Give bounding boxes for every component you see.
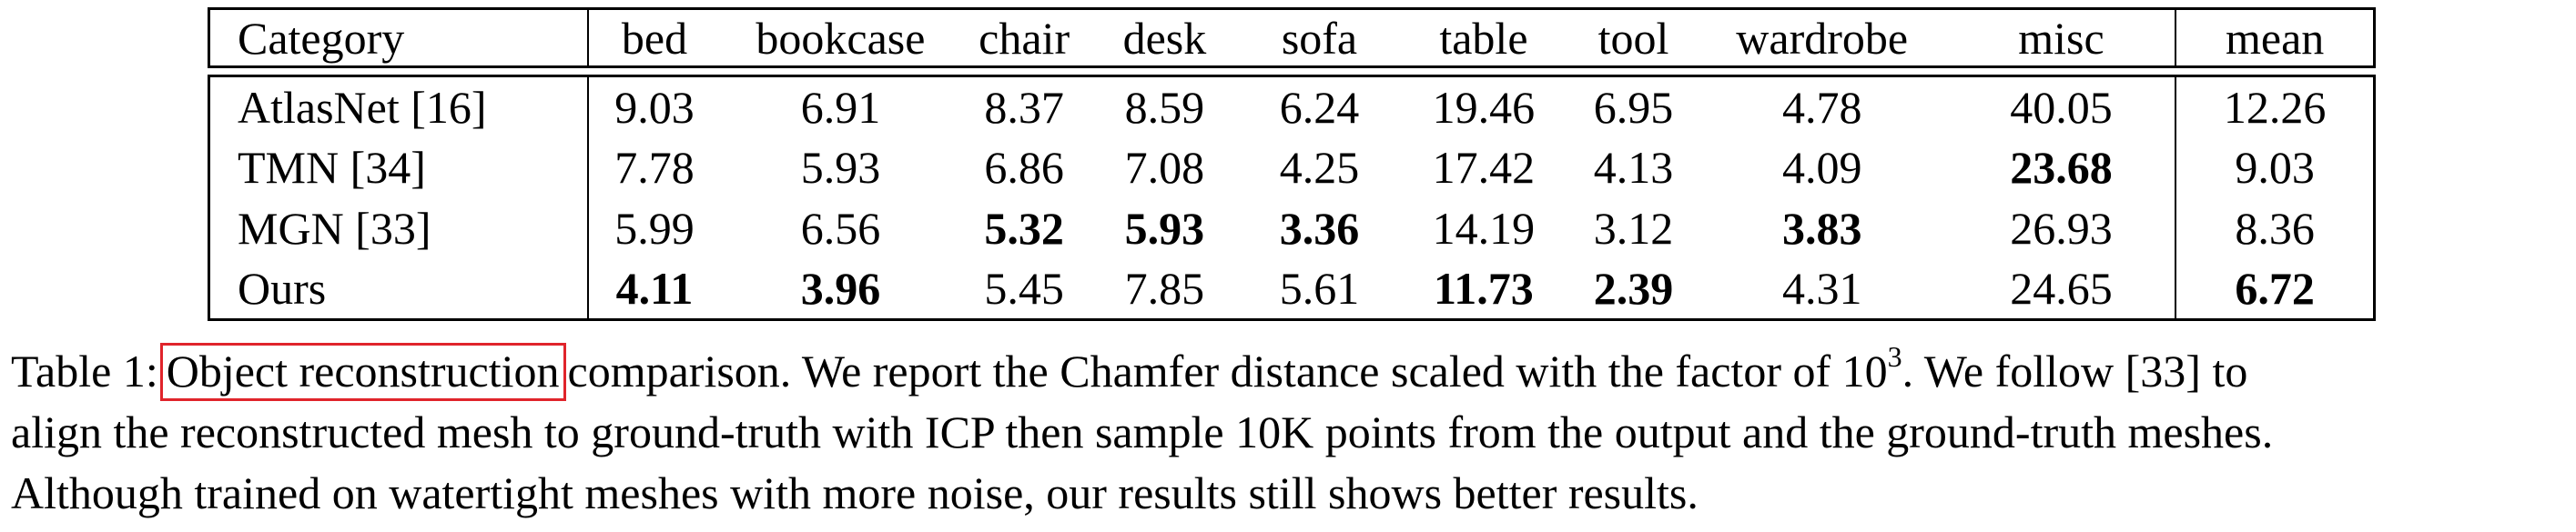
value-cell-desk: 7.08 bbox=[1124, 142, 1205, 193]
method-name-cell: AtlasNet [16] bbox=[208, 75, 589, 137]
header-cell-wardrobe: wardrobe bbox=[1736, 12, 1909, 64]
caption-label: Table 1: bbox=[11, 346, 158, 396]
table-row: MGN [33] 5.99 6.56 5.32 5.93 3.36 14.19 3.12 3.8… bbox=[208, 197, 2375, 259]
value-cell-mean: 9.03 bbox=[2175, 136, 2375, 198]
value-cell-misc: 24.65 bbox=[1947, 258, 2176, 321]
table-rule bbox=[208, 65, 2375, 76]
value-cell-table: 14.19 bbox=[1432, 203, 1536, 254]
method-name-cell: TMN [34] bbox=[208, 136, 589, 198]
caption-line-2: align the reconstructed mesh to ground-t… bbox=[11, 407, 2274, 457]
caption-factor-exponent: 3 bbox=[1887, 340, 1902, 374]
header-cell-bed: bed bbox=[621, 12, 688, 64]
header-cell-table: table bbox=[1439, 12, 1528, 64]
header-cell-desk: desk bbox=[1122, 12, 1207, 64]
value-cell-desk: 8.59 bbox=[1087, 75, 1242, 137]
header-cell-category: Category bbox=[208, 8, 589, 67]
value-cell-bed: 7.78 bbox=[614, 142, 695, 193]
table-row: Ours 4.11 3.96 5.45 7.85 5.61 11.73 2.39 4.31 24.… bbox=[208, 258, 2375, 321]
value-cell-sofa: 3.36 bbox=[1279, 203, 1360, 254]
header-cell-tool: tool bbox=[1597, 12, 1669, 64]
caption-text-1: comparison. We report the Chamfer distan… bbox=[567, 346, 1831, 396]
value-cell-misc: 40.05 bbox=[1947, 75, 2176, 137]
value-cell-table: 19.46 bbox=[1396, 75, 1571, 137]
value-cell-bookcase: 3.96 bbox=[719, 258, 961, 321]
value-cell-wardrobe: 4.78 bbox=[1696, 75, 1948, 137]
table-caption: Table 1: Object reconstruction comparison.… bbox=[11, 341, 2569, 524]
value-cell-sofa: 4.25 bbox=[1279, 142, 1360, 193]
table-row: AtlasNet [16] 9.03 6.91 8.37 8.59 6.24 19.46 6.… bbox=[208, 75, 2375, 137]
value-cell-chair: 5.45 bbox=[960, 258, 1088, 321]
value-cell-tool: 3.12 bbox=[1593, 203, 1674, 254]
method-name-cell: Ours bbox=[208, 258, 589, 321]
value-cell-table: 17.42 bbox=[1432, 142, 1536, 193]
header-cell-chair: chair bbox=[979, 12, 1070, 64]
table-header-row: Category bed bookcase chair desk sofa ta… bbox=[208, 8, 2375, 67]
value-cell-misc: 26.93 bbox=[2010, 203, 2113, 254]
value-cell-sofa: 6.24 bbox=[1242, 75, 1397, 137]
caption-text-1-tail: . We follow [33] to bbox=[1902, 346, 2248, 396]
header-cell-bookcase: bookcase bbox=[756, 12, 926, 64]
value-cell-tool: 4.13 bbox=[1593, 142, 1674, 193]
value-cell-bed: 4.11 bbox=[587, 258, 720, 321]
results-table-container: Category bed bookcase chair desk sofa ta… bbox=[208, 7, 2376, 321]
value-cell-wardrobe: 4.31 bbox=[1696, 258, 1948, 321]
value-cell-mean: 8.36 bbox=[2175, 197, 2375, 259]
value-cell-wardrobe: 4.09 bbox=[1781, 142, 1862, 193]
value-cell-tool: 6.95 bbox=[1570, 75, 1697, 137]
value-cell-chair: 6.86 bbox=[984, 142, 1064, 193]
value-cell-bookcase: 6.91 bbox=[719, 75, 961, 137]
value-cell-chair: 8.37 bbox=[960, 75, 1088, 137]
value-cell-table: 11.73 bbox=[1396, 258, 1571, 321]
value-cell-mean: 12.26 bbox=[2175, 75, 2375, 137]
value-cell-bookcase: 5.93 bbox=[800, 142, 881, 193]
value-cell-chair: 5.32 bbox=[984, 203, 1064, 254]
table-rule-gap bbox=[208, 65, 2375, 76]
caption-line-1: Table 1: Object reconstruction comparison.… bbox=[11, 341, 2569, 402]
value-cell-tool: 2.39 bbox=[1570, 258, 1697, 321]
value-cell-sofa: 5.61 bbox=[1242, 258, 1397, 321]
highlighted-phrase: Object reconstruction bbox=[159, 343, 566, 401]
caption-line-3: Although trained on watertight meshes wi… bbox=[11, 467, 1699, 518]
value-cell-wardrobe: 3.83 bbox=[1781, 203, 1862, 254]
value-cell-misc: 23.68 bbox=[2010, 142, 2113, 193]
caption-factor-base: 10 bbox=[1841, 346, 1888, 396]
header-cell-mean: mean bbox=[2175, 8, 2375, 67]
value-cell-desk: 5.93 bbox=[1124, 203, 1205, 254]
method-name-cell: MGN [33] bbox=[208, 197, 589, 259]
value-cell-bed: 5.99 bbox=[614, 203, 695, 254]
header-cell-misc: misc bbox=[2018, 12, 2104, 64]
value-cell-bed: 9.03 bbox=[587, 75, 720, 137]
header-cell-sofa: sofa bbox=[1281, 12, 1358, 64]
value-cell-bookcase: 6.56 bbox=[800, 203, 881, 254]
results-table: Category bed bookcase chair desk sofa ta… bbox=[208, 7, 2376, 321]
value-cell-mean: 6.72 bbox=[2175, 258, 2375, 321]
value-cell-desk: 7.85 bbox=[1087, 258, 1242, 321]
table-row: TMN [34] 7.78 5.93 6.86 7.08 4.25 17.42 4.13 4.0… bbox=[208, 136, 2375, 198]
